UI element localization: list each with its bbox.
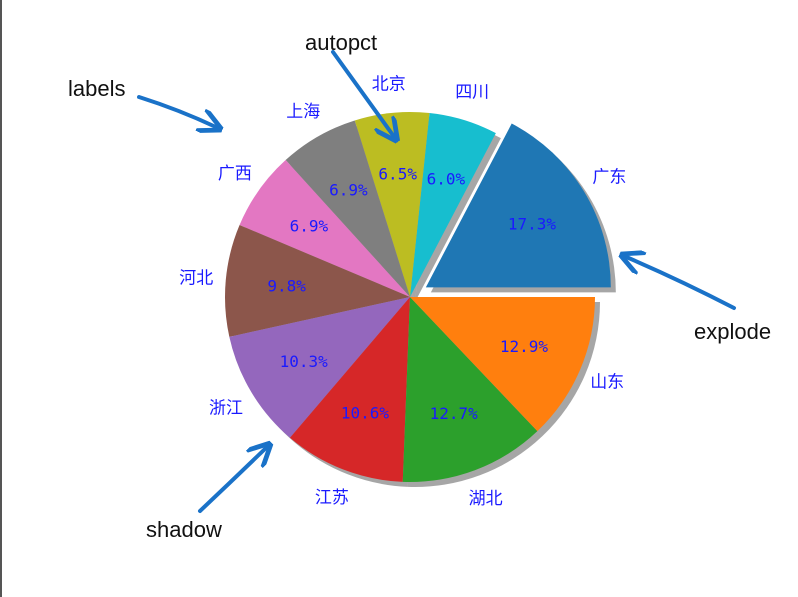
slice-percent-7: 10.3% — [280, 352, 329, 371]
pie-slice-1 — [425, 123, 611, 288]
slice-percent-5: 6.9% — [290, 216, 329, 235]
annotation-arrow-labels — [137, 95, 218, 128]
slice-percent-9: 12.7% — [430, 404, 479, 423]
slice-percent-10: 12.9% — [500, 337, 549, 356]
slice-label-7: 浙江 — [209, 399, 243, 419]
annotation-shadow: shadow — [146, 517, 222, 542]
slice-label-3: 北京 — [372, 75, 406, 95]
annotation-labels: labels — [68, 76, 125, 101]
pie-slice-4 — [285, 120, 410, 297]
slice-percent-2: 6.0% — [427, 169, 466, 188]
slice-percent-3: 6.5% — [378, 165, 417, 184]
pie-slices — [225, 112, 611, 483]
annotation-arrow-explode — [624, 256, 736, 310]
annotation-arrow-shadow — [198, 446, 268, 513]
annotation-explode: explode — [694, 319, 771, 344]
pie-percent-labels: 17.3% 6.0% 6.5% 6.9%6.9% 9.8% 10.3% 10.6% 12.7%… — [267, 165, 556, 423]
slice-label-8: 江苏 — [315, 488, 349, 508]
annotation-arrow-autopct — [331, 50, 395, 138]
slice-label-10: 山东 — [590, 373, 624, 393]
slice-label-2: 四川 — [455, 83, 489, 103]
window-left-border — [0, 0, 2, 597]
pie-slice-6 — [225, 225, 410, 337]
pie-slice-7 — [229, 297, 410, 438]
slice-label-9: 湖北 — [469, 489, 503, 509]
pie-slice-2 — [410, 113, 496, 297]
pie-slice-5 — [239, 160, 410, 297]
pie-slice-9 — [402, 297, 538, 483]
slice-percent-4: 6.9% — [329, 181, 368, 200]
slice-label-5: 广西 — [218, 164, 252, 184]
slice-percent-1: 17.3% — [508, 214, 557, 233]
pie-slice-8 — [289, 297, 410, 482]
slice-label-4: 上海 — [286, 102, 320, 122]
slice-percent-6: 9.8% — [267, 277, 306, 296]
pie-slice-10 — [410, 297, 595, 432]
slice-percent-8: 10.6% — [341, 403, 390, 422]
annotation-autopct: autopct — [305, 30, 377, 55]
annotations: labels autopct explode shadow — [68, 30, 771, 542]
slice-label-6: 河北 — [179, 269, 213, 289]
pie-slice-3 — [354, 112, 430, 298]
slice-label-1: 广东 — [592, 167, 626, 187]
